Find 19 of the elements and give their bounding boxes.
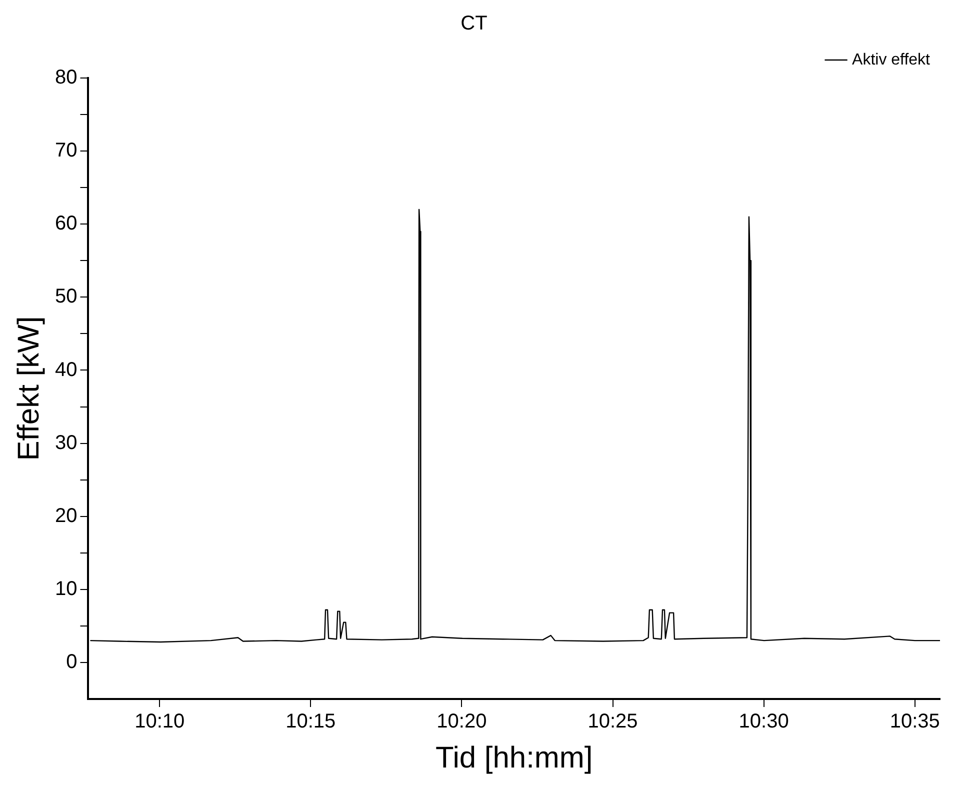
y-tick-label: 70 — [54, 140, 78, 162]
x-tick-label: 10:20 — [436, 710, 487, 733]
y-tick-label: 50 — [54, 286, 78, 308]
y-tick-label: 0 — [66, 650, 78, 673]
y-tick-label: 40 — [54, 358, 78, 381]
x-tick-label: 10:25 — [588, 710, 638, 733]
x-tick-label: 10:35 — [890, 710, 940, 733]
chart-title: CT — [460, 12, 488, 35]
legend-label: Aktiv effekt — [852, 51, 931, 68]
y-tick-label: 80 — [54, 66, 78, 89]
y-tick-label: 10 — [54, 578, 78, 600]
y-axis-title: Effekt [kW] — [12, 316, 46, 461]
x-tick-label: 10:30 — [738, 710, 789, 733]
y-tick-label: 20 — [54, 504, 78, 527]
y-tick-label: 30 — [54, 432, 78, 454]
x-axis-title: Tid [hh:mm] — [435, 741, 593, 774]
x-tick-label: 10:15 — [286, 710, 336, 733]
x-tick-label: 10:10 — [134, 710, 185, 733]
y-tick-label: 60 — [54, 212, 78, 235]
